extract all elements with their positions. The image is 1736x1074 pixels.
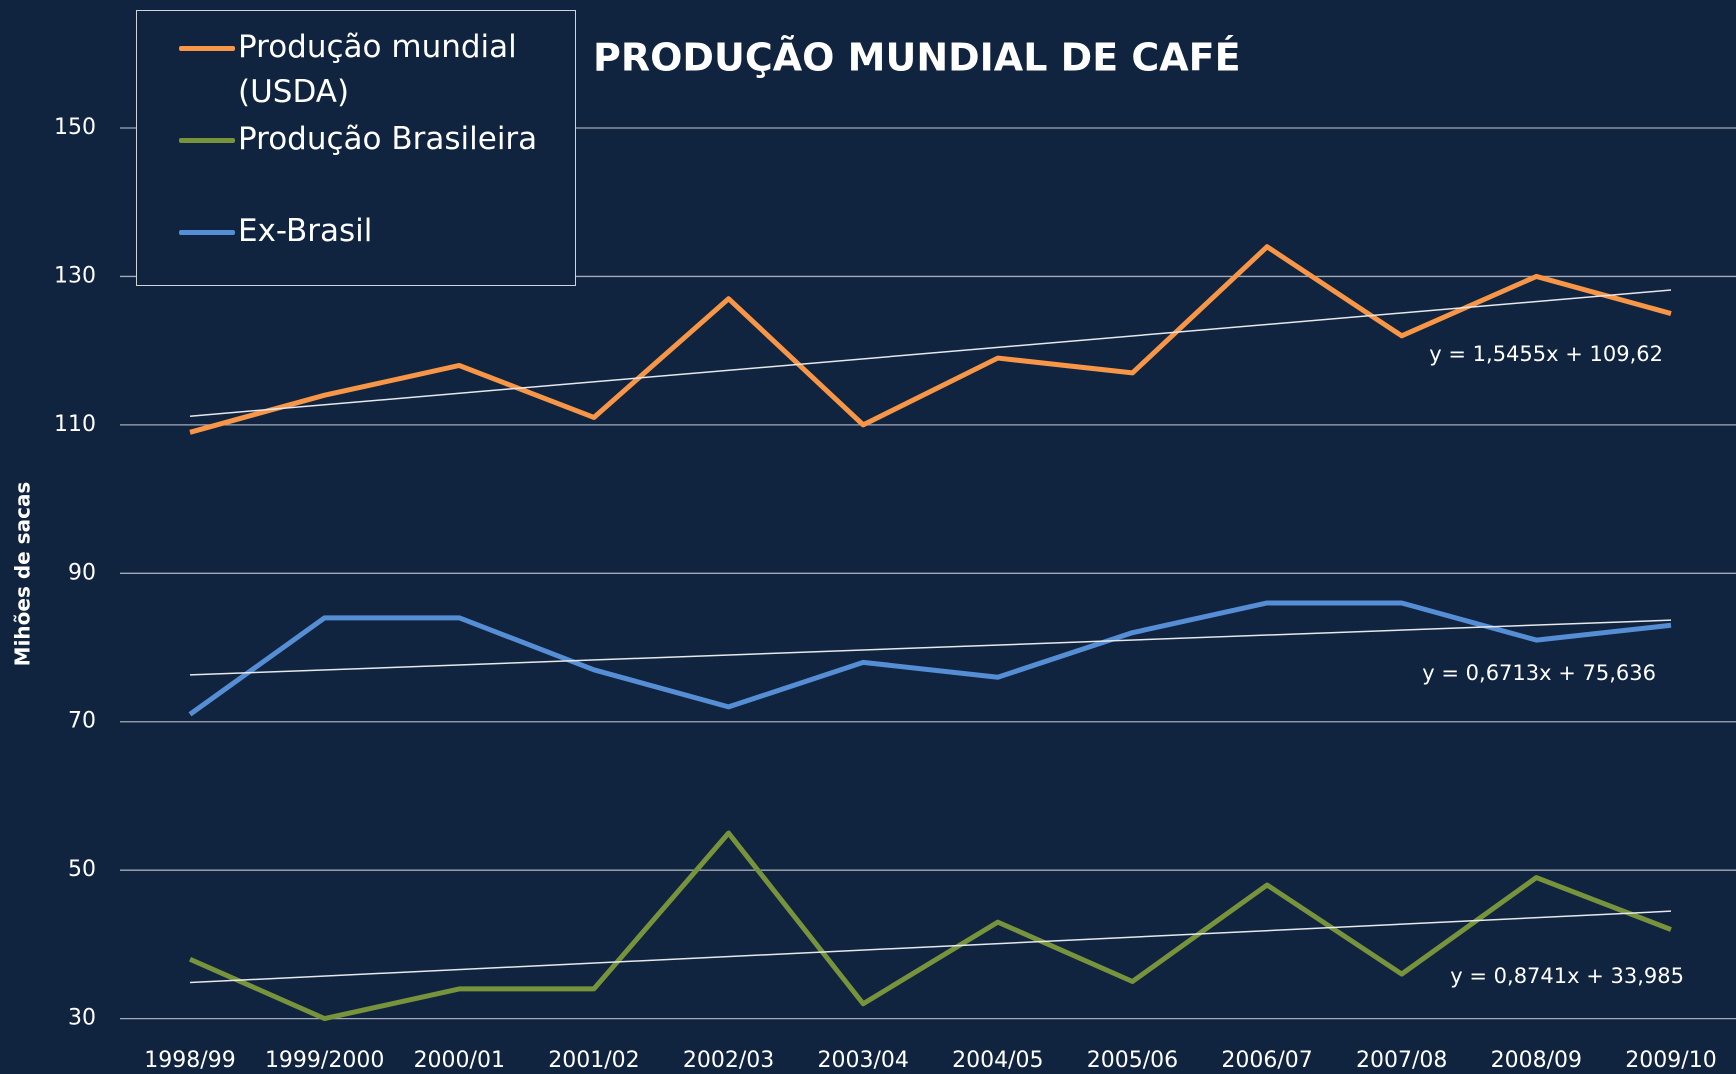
x-tick-label: 1998/99 — [144, 1048, 235, 1073]
y-tick-label: 130 — [54, 263, 96, 288]
x-tick-label: 2002/03 — [683, 1048, 774, 1073]
trendline — [189, 619, 1672, 676]
x-tick-label: 2006/07 — [1221, 1048, 1312, 1073]
y-axis-label: Mihões de sacas — [11, 482, 35, 667]
series-line — [188, 600, 1672, 717]
x-tick-label: 2000/01 — [414, 1048, 505, 1073]
x-tick-label: 2009/10 — [1625, 1048, 1716, 1073]
legend-entry: Ex-Brasil — [137, 209, 575, 301]
y-tick-label: 50 — [68, 857, 96, 882]
trendline — [189, 910, 1672, 984]
trendline-label: y = 0,8741x + 33,985 — [1450, 964, 1684, 988]
x-tick-label: 2004/05 — [952, 1048, 1043, 1073]
legend: Produção mundial (USDA) Produção Brasilei… — [136, 10, 576, 286]
series-line — [188, 830, 1672, 1022]
series-line — [189, 244, 1672, 435]
legend-swatch — [179, 46, 235, 51]
legend-swatch — [179, 230, 235, 235]
y-tick-label: 90 — [68, 560, 96, 585]
y-tick-label: 30 — [68, 1006, 96, 1031]
y-tick-label: 150 — [54, 115, 96, 140]
legend-swatch — [179, 138, 235, 143]
x-tick-label: 2008/09 — [1491, 1048, 1582, 1073]
x-tick-label: 2005/06 — [1087, 1048, 1178, 1073]
legend-entry: Produção mundial (USDA) — [137, 25, 575, 117]
legend-label: Ex-Brasil — [238, 213, 373, 249]
chart-title: PRODUÇÃO MUNDIAL DE CAFÉ — [593, 36, 1241, 80]
x-tick-label: 2003/04 — [817, 1048, 908, 1073]
legend-label: Produção Brasileira — [238, 121, 538, 157]
y-tick-label: 110 — [54, 412, 96, 437]
legend-label: Produção mundial (USDA) — [238, 29, 517, 110]
trendline — [189, 289, 1672, 417]
x-tick-label: 2007/08 — [1356, 1048, 1447, 1073]
trendline-label: y = 1,5455x + 109,62 — [1429, 342, 1663, 366]
trendline-label: y = 0,6713x + 75,636 — [1422, 661, 1656, 685]
y-tick-label: 70 — [68, 709, 96, 734]
x-tick-label: 1999/2000 — [265, 1048, 384, 1073]
legend-entry: Produção Brasileira — [137, 117, 575, 209]
x-tick-label: 2001/02 — [548, 1048, 639, 1073]
